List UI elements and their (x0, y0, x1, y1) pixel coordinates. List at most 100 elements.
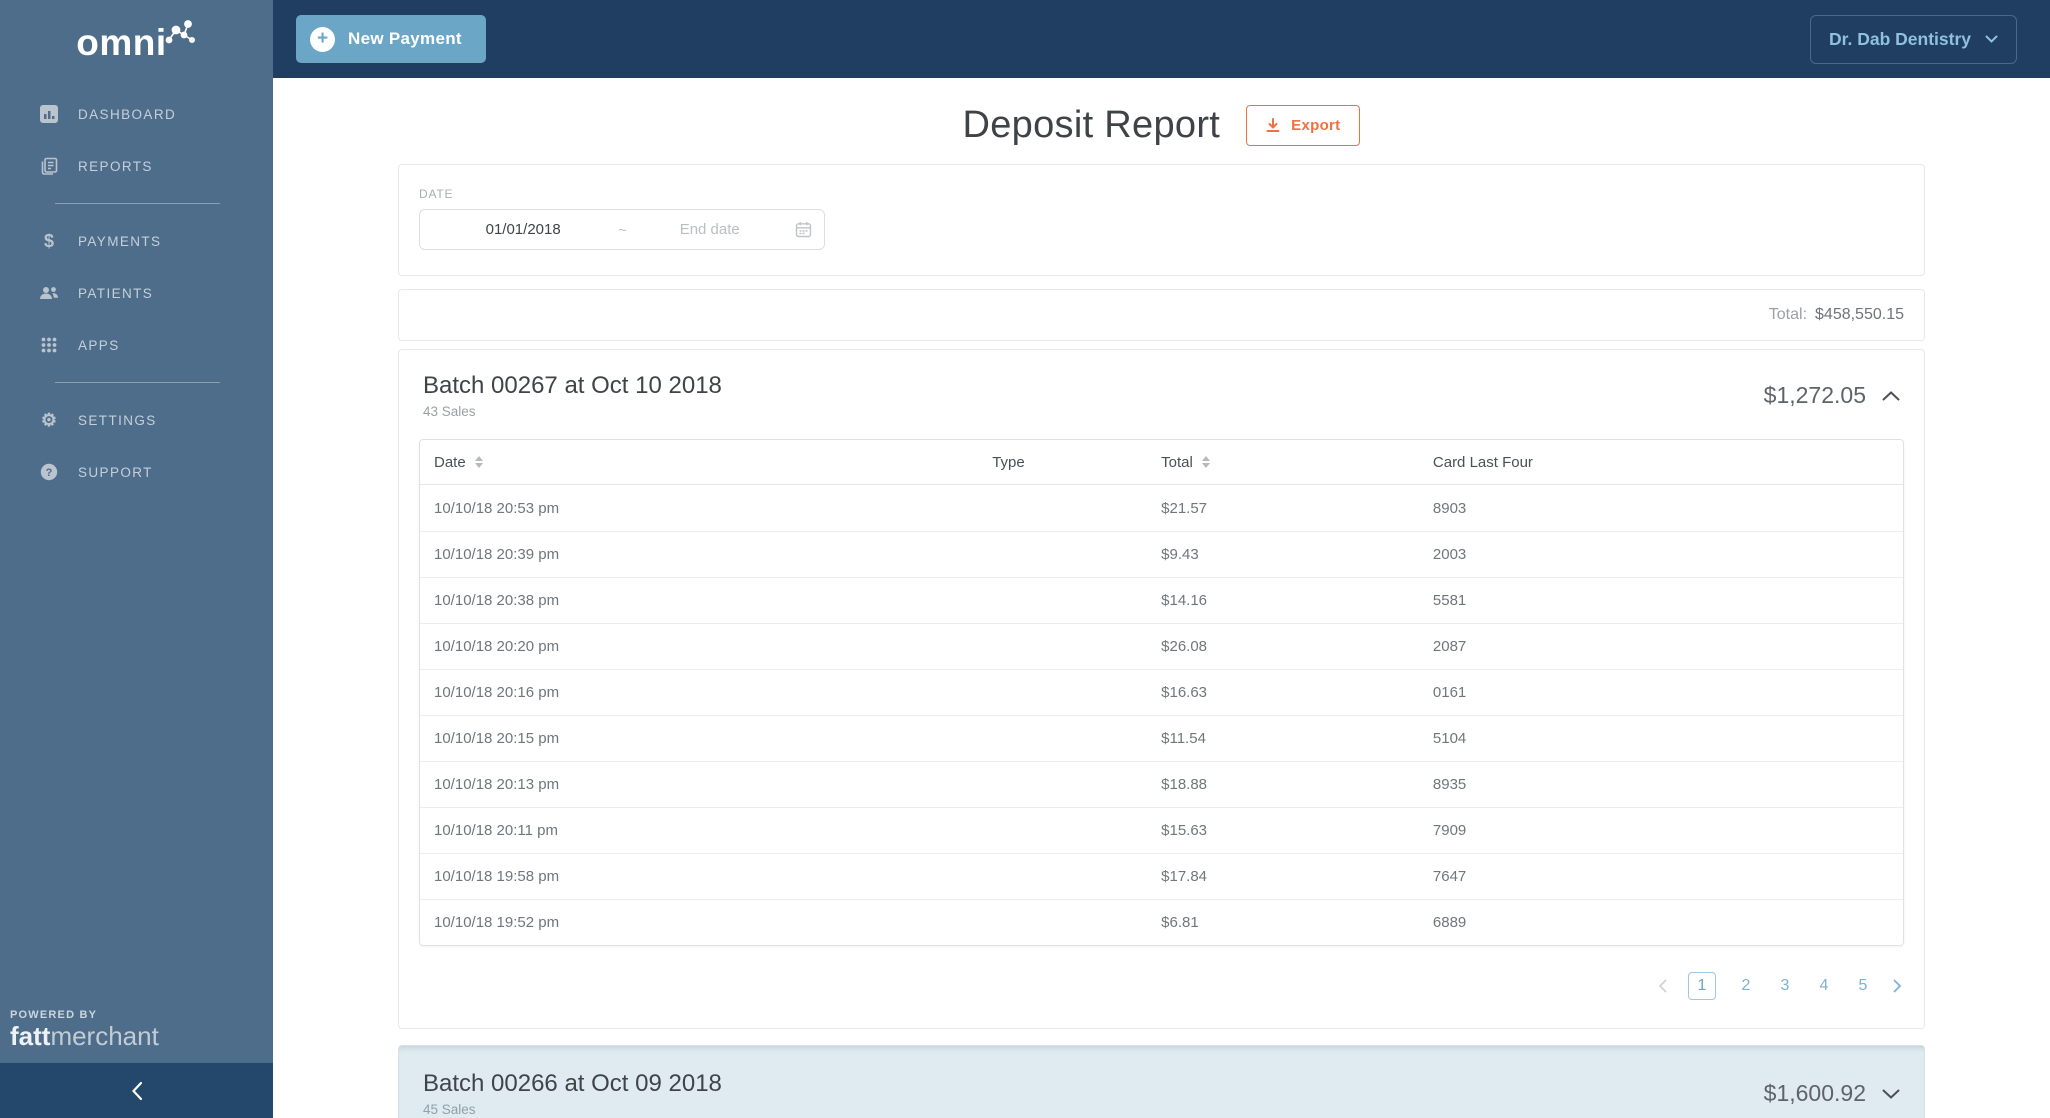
cell-card-last-four: 8903 (1432, 499, 1467, 517)
pagination-next-button[interactable] (1893, 979, 1902, 993)
fattmerchant-logo: fattmerchant (10, 1020, 159, 1051)
table-row[interactable]: 10/10/18 19:52 pm $6.81 6889 (420, 899, 1903, 945)
powered-by-block: POWERED BY fattmerchant (0, 1009, 273, 1063)
table-row[interactable]: 10/10/18 20:13 pm $18.88 8935 (420, 761, 1903, 807)
table-row[interactable]: 10/10/18 20:11 pm $15.63 7909 (420, 807, 1903, 853)
sidebar-nav: DASHBOARD REPORTS $ PAYMENTS PATIENTS AP… (0, 88, 273, 498)
batch-title: Batch 00266 at Oct 09 2018 (423, 1070, 722, 1097)
table-header-row: Date Type Total Card Last Four (420, 440, 1903, 485)
sidebar-item-label: SETTINGS (78, 412, 157, 428)
start-date-input[interactable] (432, 221, 615, 238)
chevron-down-icon[interactable] (1882, 1089, 1900, 1099)
new-payment-button[interactable]: + New Payment (296, 15, 486, 63)
sidebar-item-label: PATIENTS (78, 285, 154, 301)
column-header-type: Type (992, 453, 1025, 471)
main-content: Deposit Report Export DATE ~ Total: $458… (273, 78, 2050, 1118)
table-row[interactable]: 10/10/18 20:53 pm $21.57 8903 (420, 485, 1903, 531)
export-label: Export (1291, 117, 1341, 134)
calendar-icon (795, 222, 812, 238)
topbar: + New Payment Dr. Dab Dentistry (273, 0, 2050, 78)
batch-sales-count: 45 Sales (423, 1102, 476, 1117)
dashboard-icon (38, 105, 60, 123)
batch-title: Batch 00267 at Oct 10 2018 (423, 372, 722, 399)
sidebar: omni DASHBOARD (0, 0, 273, 1118)
chevron-left-icon (1658, 979, 1667, 993)
sidebar-divider (55, 382, 220, 383)
cell-card-last-four: 8935 (1432, 776, 1467, 793)
sidebar-item-dashboard[interactable]: DASHBOARD (0, 88, 273, 140)
sidebar-item-reports[interactable]: REPORTS (0, 140, 273, 192)
support-help-icon: ? (38, 463, 60, 481)
cell-date: 10/10/18 20:11 pm (434, 822, 558, 839)
chevron-up-icon[interactable] (1882, 390, 1900, 401)
cell-total: $6.81 (1161, 914, 1199, 931)
pagination-page-1[interactable]: 1 (1688, 972, 1716, 1000)
cell-card-last-four: 0161 (1432, 684, 1467, 701)
date-range-separator: ~ (618, 221, 627, 238)
sidebar-item-label: APPS (78, 337, 120, 353)
cell-date: 10/10/18 20:39 pm (434, 546, 560, 563)
sort-icon[interactable] (474, 456, 483, 468)
chevron-left-icon (131, 1081, 142, 1100)
column-header-date[interactable]: Date (434, 454, 992, 471)
cell-total: $14.16 (1161, 592, 1208, 609)
batch-amount: $1,272.05 (1763, 382, 1866, 408)
table-row[interactable]: 10/10/18 20:15 pm $11.54 5104 (420, 715, 1903, 761)
table-row[interactable]: 10/10/18 20:39 pm $9.43 2003 (420, 531, 1903, 577)
sidebar-collapse-button[interactable] (0, 1063, 273, 1118)
sidebar-item-label: REPORTS (78, 158, 153, 174)
sort-icon[interactable] (1201, 456, 1210, 468)
sidebar-item-support[interactable]: ? SUPPORT (0, 446, 273, 498)
sidebar-item-patients[interactable]: PATIENTS (0, 267, 273, 319)
cell-total: $11.54 (1161, 730, 1206, 747)
cell-date: 10/10/18 20:38 pm (434, 592, 560, 609)
pagination-page-5[interactable]: 5 (1854, 977, 1872, 995)
cell-card-last-four: 5104 (1432, 730, 1467, 747)
cell-card-last-four: 2087 (1432, 638, 1467, 655)
cell-total: $17.84 (1161, 868, 1208, 885)
sidebar-item-apps[interactable]: APPS (0, 319, 273, 371)
sidebar-item-label: SUPPORT (78, 464, 153, 480)
cell-total: $9.43 (1161, 546, 1199, 563)
cell-card-last-four: 5581 (1432, 592, 1467, 609)
calendar-button[interactable] (789, 221, 812, 238)
cell-card-last-four: 7909 (1432, 822, 1467, 839)
total-label: Total: (1768, 306, 1808, 323)
sidebar-item-settings[interactable]: ⚙ SETTINGS (0, 394, 273, 446)
settings-gear-icon: ⚙ (40, 410, 58, 430)
pagination-prev-button[interactable] (1658, 979, 1667, 993)
merchant-dropdown[interactable]: Dr. Dab Dentistry (1810, 14, 2017, 64)
end-date-input[interactable] (630, 221, 789, 238)
cell-card-last-four: 6889 (1432, 914, 1467, 931)
pagination-page-4[interactable]: 4 (1815, 977, 1833, 995)
cell-card-last-four: 7647 (1432, 868, 1467, 885)
export-button[interactable]: Export (1246, 105, 1361, 146)
table-row[interactable]: 10/10/18 19:58 pm $17.84 7647 (420, 853, 1903, 899)
batch-sales-count: 43 Sales (423, 404, 476, 419)
sidebar-divider (55, 203, 220, 204)
cell-total: $18.88 (1161, 776, 1208, 793)
total-value: $458,550.15 (1815, 306, 1904, 323)
download-icon (1266, 118, 1280, 132)
cell-date: 10/10/18 20:16 pm (434, 684, 560, 701)
cell-total: $26.08 (1161, 638, 1208, 655)
page-title: Deposit Report (962, 104, 1221, 146)
batch-header[interactable]: Batch 00266 at Oct 09 2018 45 Sales $1,6… (399, 1046, 1924, 1118)
logo-text: omni (76, 21, 167, 63)
cell-card-last-four: 2003 (1432, 546, 1467, 563)
cell-date: 10/10/18 20:53 pm (434, 499, 560, 517)
date-range-picker[interactable]: ~ (419, 209, 825, 250)
batch-header[interactable]: Batch 00267 at Oct 10 2018 43 Sales $1,2… (399, 350, 1924, 435)
new-payment-label: New Payment (348, 29, 462, 48)
reports-icon (38, 157, 60, 175)
sidebar-item-payments[interactable]: $ PAYMENTS (0, 215, 273, 267)
column-header-total[interactable]: Total (1161, 454, 1433, 471)
table-row[interactable]: 10/10/18 20:16 pm $16.63 0161 (420, 669, 1903, 715)
table-row[interactable]: 10/10/18 20:38 pm $14.16 5581 (420, 577, 1903, 623)
pagination-page-2[interactable]: 2 (1737, 977, 1755, 995)
column-header-card-last-four: Card Last Four (1432, 453, 1533, 471)
pagination: 1 2 3 4 5 (399, 972, 1902, 1000)
pagination-page-3[interactable]: 3 (1776, 977, 1794, 995)
svg-text:?: ? (46, 467, 53, 479)
table-row[interactable]: 10/10/18 20:20 pm $26.08 2087 (420, 623, 1903, 669)
